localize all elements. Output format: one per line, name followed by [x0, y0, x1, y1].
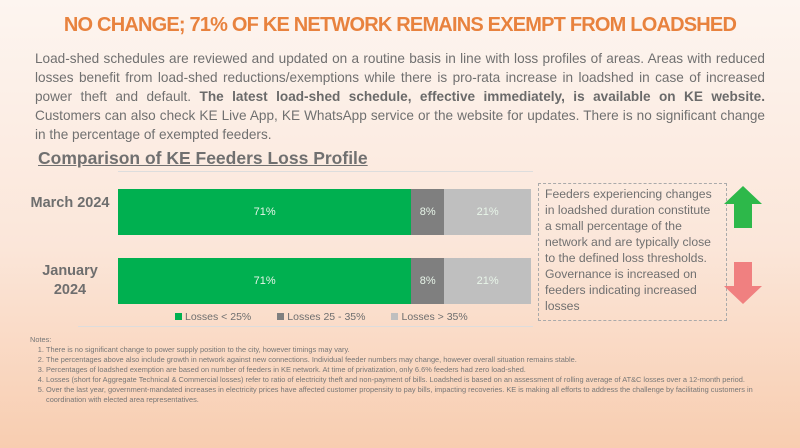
- category-label: March 2024: [30, 195, 110, 211]
- bar-segment: 8%: [411, 189, 445, 235]
- legend-label: Losses > 35%: [401, 311, 468, 323]
- note-item: There is no significant change to power …: [46, 345, 770, 355]
- intro-text-2: Customers can also check KE Live App, KE…: [35, 108, 765, 142]
- intro-paragraph: Load-shed schedules are reviewed and upd…: [35, 49, 765, 144]
- data-label: 71%: [253, 206, 276, 218]
- divider: [78, 326, 533, 327]
- legend-item: Losses > 35%: [391, 311, 468, 323]
- legend-item: Losses 25 - 35%: [277, 311, 365, 323]
- arrow-up-icon: [724, 186, 762, 228]
- bar-segment: 21%: [444, 258, 531, 304]
- data-label: 21%: [476, 206, 499, 218]
- notes-heading: Notes:: [30, 335, 52, 344]
- bar-row: 71% 8% 21%: [118, 258, 531, 304]
- category-label: January 2024: [42, 263, 98, 298]
- page-title: NO CHANGE; 71% OF KE NETWORK REMAINS EXE…: [63, 14, 737, 36]
- note-item: Losses (short for Aggregate Technical & …: [46, 375, 770, 385]
- legend-label: Losses < 25%: [185, 311, 252, 323]
- data-label: 21%: [476, 275, 499, 287]
- chart-legend: Losses < 25% Losses 25 - 35% Losses > 35%: [175, 311, 468, 323]
- bar-segment: 21%: [444, 189, 531, 235]
- intro-bold[interactable]: The latest load-shed schedule, effective…: [199, 89, 765, 104]
- data-label: 8%: [419, 206, 436, 218]
- data-label: 8%: [419, 275, 436, 287]
- intro-text: Load-shed schedules are reviewed and upd…: [35, 51, 765, 104]
- note-item: The percentages above also include growt…: [46, 355, 770, 365]
- note-item: Percentages of loadshed exemption are ba…: [46, 365, 770, 375]
- notes-list: There is no significant change to power …: [30, 345, 770, 405]
- bar-segment: 71%: [118, 189, 412, 235]
- legend-label: Losses 25 - 35%: [287, 311, 366, 323]
- notes: Notes: There is no significant change to…: [30, 335, 770, 405]
- data-label: 71%: [253, 275, 276, 287]
- legend-swatch: [391, 313, 399, 320]
- note-item: Over the last year, government-mandated …: [46, 385, 770, 405]
- bar-segment: 8%: [411, 258, 445, 304]
- legend-swatch: [175, 313, 182, 320]
- bar-segment: 71%: [118, 258, 412, 304]
- chart-title: Comparison of KE Feeders Loss Profile: [38, 148, 368, 168]
- arrow-down-icon: [724, 262, 762, 304]
- callout-box: Feeders experiencing changes in loadshed…: [538, 183, 727, 321]
- divider: [118, 171, 533, 172]
- bar-row: 71% 8% 21%: [118, 189, 531, 235]
- legend-swatch: [277, 313, 285, 320]
- legend-item: Losses < 25%: [175, 311, 251, 323]
